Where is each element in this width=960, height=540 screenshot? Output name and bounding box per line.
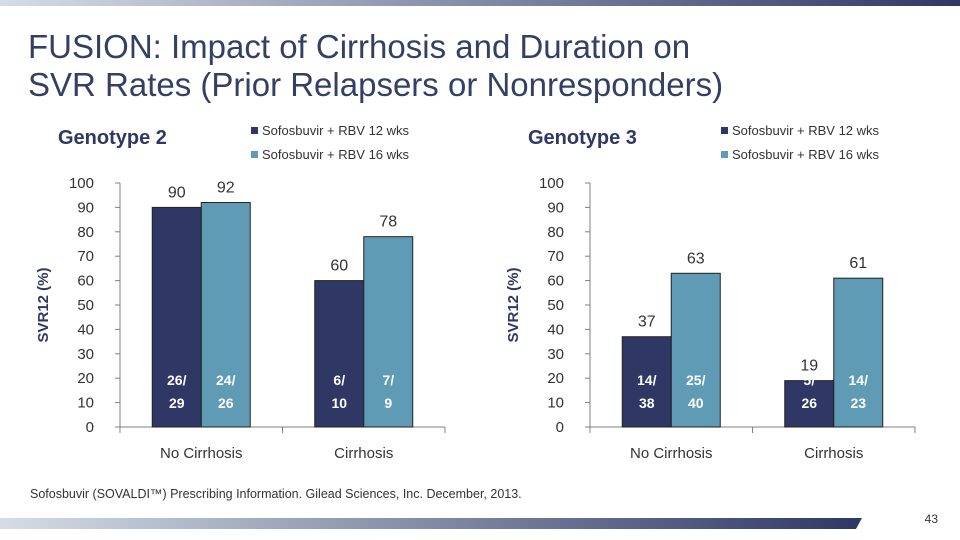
count-label-numerator: 14/ [849, 372, 869, 388]
count-label-denominator: 26 [801, 395, 817, 411]
bar [833, 277, 884, 428]
bar [784, 380, 835, 428]
slide-title-line-1: FUSION: Impact of Cirrhosis and Duration… [28, 28, 691, 65]
count-label-numerator: 25/ [686, 372, 706, 388]
count-label-denominator: 29 [169, 395, 185, 411]
y-tick-label: 70 [547, 248, 564, 265]
y-tick-label: 0 [86, 419, 94, 436]
bar [200, 202, 251, 428]
legend-swatch [721, 127, 728, 134]
y-tick-label: 60 [547, 273, 564, 290]
legend-swatch [721, 151, 728, 158]
y-tick-label: 80 [77, 224, 94, 241]
x-tick-label: Cirrhosis [804, 445, 863, 462]
y-tick-label: 0 [556, 419, 564, 436]
slide-title-line-2: SVR Rates (Prior Relapsers or Nonrespond… [28, 66, 724, 103]
data-label: 19 [800, 358, 818, 375]
data-label: 92 [217, 180, 235, 197]
count-label-denominator: 26 [218, 395, 234, 411]
data-label: 61 [849, 255, 867, 272]
slide-title: FUSION: Impact of Cirrhosis and Duration… [28, 28, 928, 104]
citation: Sofosbuvir (SOVALDI™) Prescribing Inform… [30, 487, 522, 501]
y-tick-label: 80 [547, 224, 564, 241]
y-tick-label: 50 [547, 297, 564, 314]
legend-swatch [251, 127, 258, 134]
bar [363, 236, 414, 428]
y-tick-label: 40 [547, 321, 564, 338]
y-tick-label: 20 [77, 370, 94, 387]
y-tick-label: 10 [547, 395, 564, 412]
count-label-numerator: 5/ [803, 372, 815, 388]
page-number: 43 [924, 512, 938, 526]
y-tick-label: 20 [547, 370, 564, 387]
count-label-denominator: 38 [639, 395, 655, 411]
x-tick-label: Cirrhosis [334, 445, 393, 462]
data-label: 78 [379, 214, 397, 231]
count-label-denominator: 23 [850, 395, 866, 411]
y-tick-label: 100 [69, 175, 94, 192]
bar [314, 280, 365, 428]
genotype-3-chart: Genotype 3 Sofosbuvir + RBV 12 wks Sofosbu… [505, 123, 916, 462]
count-label-denominator: 10 [331, 395, 347, 411]
legend-label: Sofosbuvir + RBV 16 wks [732, 147, 880, 162]
y-axis-label: SVR12 (%) [505, 267, 522, 342]
x-tick-label: No Cirrhosis [160, 445, 243, 462]
y-tick-label: 30 [77, 346, 94, 363]
count-label-numerator: 6/ [333, 372, 345, 388]
legend-label: Sofosbuvir + RBV 12 wks [732, 123, 880, 138]
count-label-denominator: 9 [384, 395, 392, 411]
bar [670, 272, 721, 428]
y-tick-label: 90 [547, 199, 564, 216]
legend-label: Sofosbuvir + RBV 12 wks [262, 123, 410, 138]
y-tick-label: 30 [547, 346, 564, 363]
chart-title: Genotype 2 [58, 127, 167, 149]
bar [151, 206, 202, 428]
top-decorative-bar [0, 0, 960, 6]
data-label: 37 [638, 314, 656, 331]
genotype-2-chart: Genotype 2 Sofosbuvir + RBV 12 wks Sofosbu… [35, 123, 446, 462]
count-label-numerator: 14/ [637, 372, 657, 388]
legend-swatch [251, 151, 258, 158]
bar [621, 336, 672, 428]
data-label: 63 [687, 250, 705, 267]
legend-label: Sofosbuvir + RBV 16 wks [262, 147, 410, 162]
count-label-denominator: 40 [688, 395, 704, 411]
count-label-numerator: 24/ [216, 372, 236, 388]
y-tick-label: 100 [539, 175, 564, 192]
data-label: 90 [168, 184, 186, 201]
count-label-numerator: 7/ [382, 372, 394, 388]
chart-title: Genotype 3 [528, 127, 637, 149]
data-label: 60 [330, 258, 348, 275]
y-tick-label: 50 [77, 297, 94, 314]
y-tick-label: 70 [77, 248, 94, 265]
bottom-decorative-bar [0, 518, 862, 529]
y-tick-label: 40 [77, 321, 94, 338]
y-axis-label: SVR12 (%) [35, 267, 52, 342]
y-tick-label: 10 [77, 395, 94, 412]
y-tick-label: 60 [77, 273, 94, 290]
y-tick-label: 90 [77, 199, 94, 216]
x-tick-label: No Cirrhosis [630, 445, 713, 462]
count-label-numerator: 26/ [167, 372, 187, 388]
